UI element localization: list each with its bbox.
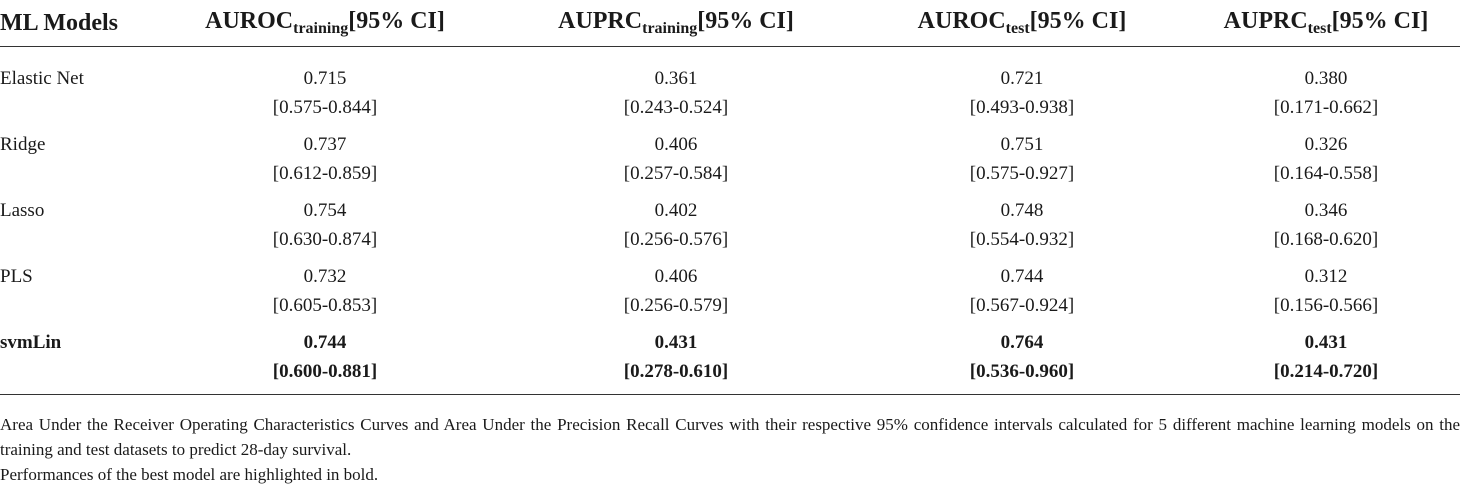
- table-header-row: ML Models AUROCtraining[95% CI] AUPRCtra…: [0, 0, 1460, 47]
- metric-value: 0.744: [303, 332, 347, 353]
- cell-auroc-training: 0.737 [0.612-0.859]: [150, 130, 500, 196]
- header-subscript: test: [1005, 20, 1030, 37]
- metric-value: 0.748: [1000, 200, 1044, 221]
- metric-value: 0.380: [1304, 68, 1348, 89]
- confidence-interval: [0.575-0.844]: [272, 97, 378, 118]
- confidence-interval: [0.493-0.938]: [969, 97, 1075, 118]
- confidence-interval: [0.214-0.720]: [1273, 361, 1379, 382]
- cell-auroc-test: 0.751 [0.575-0.927]: [852, 130, 1192, 196]
- cell-auprc-training: 0.406 [0.256-0.579]: [500, 262, 852, 328]
- header-auprc-training: AUPRCtraining[95% CI]: [500, 0, 852, 47]
- header-auprc-test: AUPRCtest[95% CI]: [1192, 0, 1460, 47]
- metric-value: 0.431: [654, 332, 698, 353]
- cell-auprc-test: 0.346 [0.168-0.620]: [1192, 196, 1460, 262]
- confidence-interval: [0.164-0.558]: [1273, 163, 1379, 184]
- cell-auprc-test: 0.380 [0.171-0.662]: [1192, 47, 1460, 131]
- metric-value: 0.406: [654, 266, 698, 287]
- confidence-interval: [0.168-0.620]: [1273, 229, 1379, 250]
- metric-value: 0.764: [1000, 332, 1044, 353]
- model-name: Ridge: [0, 134, 46, 155]
- confidence-interval: [0.256-0.579]: [623, 295, 729, 316]
- model-name: PLS: [0, 266, 33, 287]
- confidence-interval: [0.156-0.566]: [1273, 295, 1379, 316]
- footnote-bold-note: Performances of the best model are highl…: [0, 465, 379, 484]
- confidence-interval: [0.567-0.924]: [969, 295, 1075, 316]
- cell-auprc-training: 0.431 [0.278-0.610]: [500, 328, 852, 395]
- cell-auprc-test: 0.312 [0.156-0.566]: [1192, 262, 1460, 328]
- confidence-interval: [0.630-0.874]: [272, 229, 378, 250]
- header-tail: [95% CI]: [1029, 8, 1127, 34]
- metric-value: 0.754: [303, 200, 347, 221]
- table-row-pls: PLS 0.732 [0.605-0.853] 0.406 [0.256-0.579…: [0, 262, 1460, 328]
- metric-value: 0.346: [1304, 200, 1348, 221]
- table-row-elastic-net: Elastic Net 0.715 [0.575-0.844] 0.361 [0.2…: [0, 47, 1460, 131]
- model-name: Lasso: [0, 200, 45, 221]
- header-main: AUPRC: [558, 8, 643, 34]
- cell-auroc-training: 0.715 [0.575-0.844]: [150, 47, 500, 131]
- cell-auprc-training: 0.406 [0.257-0.584]: [500, 130, 852, 196]
- cell-auroc-test: 0.744 [0.567-0.924]: [852, 262, 1192, 328]
- metric-value: 0.732: [303, 266, 347, 287]
- model-name: Elastic Net: [0, 68, 84, 89]
- header-tail: [95% CI]: [697, 8, 794, 34]
- cell-auprc-test: 0.326 [0.164-0.558]: [1192, 130, 1460, 196]
- confidence-interval: [0.554-0.932]: [969, 229, 1075, 250]
- header-main: AUPRC: [1223, 8, 1308, 34]
- table-footnote: Area Under the Receiver Operating Charac…: [0, 412, 1460, 487]
- confidence-interval: [0.257-0.584]: [623, 163, 729, 184]
- cell-auroc-test: 0.721 [0.493-0.938]: [852, 47, 1192, 131]
- confidence-interval: [0.605-0.853]: [272, 295, 378, 316]
- metric-value: 0.312: [1304, 266, 1348, 287]
- cell-auroc-training: 0.754 [0.630-0.874]: [150, 196, 500, 262]
- header-main: AUROC: [917, 8, 1006, 34]
- metric-value: 0.361: [654, 68, 698, 89]
- footnote-description: Area Under the Receiver Operating Charac…: [0, 415, 1460, 459]
- metric-value: 0.402: [654, 200, 698, 221]
- header-subscript: training: [293, 20, 349, 37]
- confidence-interval: [0.256-0.576]: [623, 229, 729, 250]
- cell-auprc-test: 0.431 [0.214-0.720]: [1192, 328, 1460, 395]
- header-subscript: test: [1307, 20, 1332, 37]
- metric-value: 0.431: [1304, 332, 1348, 353]
- confidence-interval: [0.171-0.662]: [1273, 97, 1379, 118]
- metric-value: 0.737: [303, 134, 347, 155]
- header-ml-models: ML Models: [0, 0, 150, 47]
- header-subscript: training: [642, 20, 698, 37]
- confidence-interval: [0.612-0.859]: [272, 163, 378, 184]
- model-name: svmLin: [0, 328, 150, 395]
- header-tail: [95% CI]: [1331, 8, 1429, 34]
- confidence-interval: [0.575-0.927]: [969, 163, 1075, 184]
- table-row-ridge: Ridge 0.737 [0.612-0.859] 0.406 [0.257-0.5…: [0, 130, 1460, 196]
- metric-value: 0.715: [303, 68, 347, 89]
- header-auroc-training: AUROCtraining[95% CI]: [150, 0, 500, 47]
- table-row-svmlin-best: svmLin 0.744 [0.600-0.881] 0.431 [0.278-0.…: [0, 328, 1460, 395]
- header-tail: [95% CI]: [348, 8, 445, 34]
- confidence-interval: [0.243-0.524]: [623, 97, 729, 118]
- header-main: AUROC: [205, 8, 294, 34]
- metric-value: 0.744: [1000, 266, 1044, 287]
- cell-auroc-test: 0.764 [0.536-0.960]: [852, 328, 1192, 395]
- cell-auroc-test: 0.748 [0.554-0.932]: [852, 196, 1192, 262]
- cell-auroc-training: 0.744 [0.600-0.881]: [150, 328, 500, 395]
- results-table: ML Models AUROCtraining[95% CI] AUPRCtra…: [0, 0, 1460, 395]
- metric-value: 0.721: [1000, 68, 1044, 89]
- cell-auprc-training: 0.361 [0.243-0.524]: [500, 47, 852, 131]
- results-table-container: ML Models AUROCtraining[95% CI] AUPRCtra…: [0, 0, 1460, 395]
- metric-value: 0.406: [654, 134, 698, 155]
- metric-value: 0.751: [1000, 134, 1044, 155]
- confidence-interval: [0.278-0.610]: [623, 361, 729, 382]
- cell-auprc-training: 0.402 [0.256-0.576]: [500, 196, 852, 262]
- confidence-interval: [0.600-0.881]: [272, 361, 378, 382]
- confidence-interval: [0.536-0.960]: [969, 361, 1075, 382]
- metric-value: 0.326: [1304, 134, 1348, 155]
- header-auroc-test: AUROCtest[95% CI]: [852, 0, 1192, 47]
- table-row-lasso: Lasso 0.754 [0.630-0.874] 0.402 [0.256-0.5…: [0, 196, 1460, 262]
- cell-auroc-training: 0.732 [0.605-0.853]: [150, 262, 500, 328]
